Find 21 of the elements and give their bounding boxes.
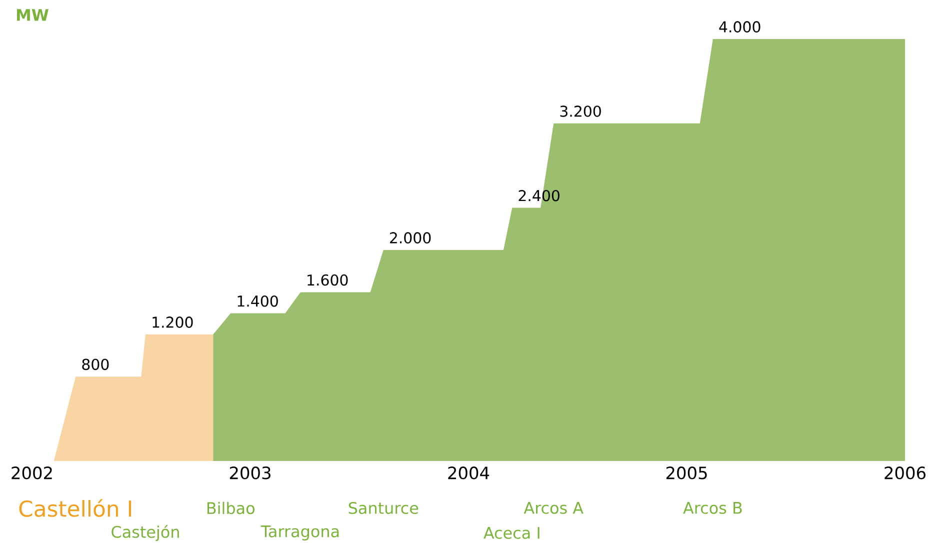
data-label: 1.200 [152,316,193,328]
text: Arcos A [524,502,584,514]
text: Arcos B [683,502,742,514]
text: Castellón I [19,499,132,517]
text: Tarragona [260,526,339,540]
data-label: 3.200 [560,106,601,117]
data-label: 800 [82,358,109,370]
x-tick-label: 2005 [666,466,707,480]
data-label: 4.000 [719,21,760,32]
data-label: 2.000 [390,232,431,244]
text: MW [17,9,48,21]
x-tick-label: 2004 [448,466,490,480]
text: Castejón [112,524,179,542]
x-tick-label: 2006 [884,466,926,480]
x-tick-label: 2002 [12,466,52,480]
data-label: 1.600 [308,274,348,286]
text: Santurce [348,502,418,514]
text: Aceca I [484,527,540,539]
text: Bilbao [207,502,254,514]
data-label: 1.400 [238,295,278,307]
x-tick-label: 2003 [230,466,270,480]
